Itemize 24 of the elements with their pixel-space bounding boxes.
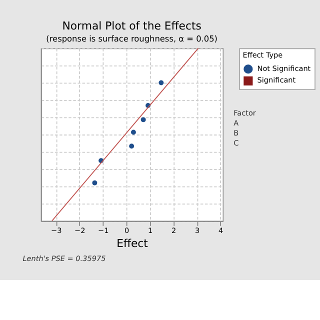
point [130,130,136,135]
x-tick-label: −2 [74,226,86,236]
x-tick-label: −1 [98,226,109,236]
chart-title: Normal Plot of the Effects [62,20,202,33]
chart-subtitle: (response is surface roughness, α = 0.05) [46,33,218,44]
x-tick-label: 2 [172,226,176,236]
x-tick-label: 3 [195,226,200,236]
legend-label: Significant [257,76,296,85]
x-tick-label: 0 [124,226,130,236]
legend-title: Effect Type [242,50,284,60]
x-tick-label: 1 [148,226,153,236]
x-tick-label: 4 [218,226,224,236]
point [158,80,164,86]
text: B [234,128,239,138]
text: Factor [234,108,256,118]
legend-label: Not Significant [257,64,311,73]
text: Lenth's PSE = 0.35975 [22,254,106,263]
text: A [234,118,239,128]
x-tick-label: −3 [51,226,62,236]
point [92,180,98,186]
point [140,117,146,122]
x-axis-title: Effect [116,236,149,250]
point [129,144,134,149]
text: C [234,138,239,148]
